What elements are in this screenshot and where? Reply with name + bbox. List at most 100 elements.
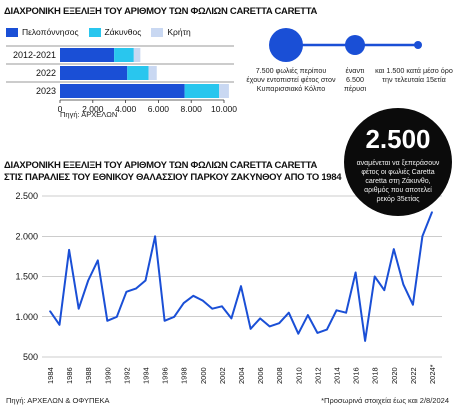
x-tick-label: 1998	[180, 367, 189, 384]
y-tick-label: 500	[23, 352, 38, 362]
infographic-label-2: έναντι 6.500 πέρυσι	[343, 66, 367, 93]
data-point	[354, 271, 357, 274]
bar-chart-title: ΔΙΑΧΡΟΝΙΚΗ ΕΞΕΛΙΞΗ ΤΟΥ ΑΡΙΘΜΟΥ ΤΩΝ ΦΩΛΙΩ…	[4, 6, 318, 17]
data-point	[163, 319, 166, 322]
x-tick-label: 1996	[161, 367, 170, 384]
data-point	[202, 299, 204, 302]
data-point	[412, 303, 414, 306]
x-tick-label: 2020	[390, 367, 399, 384]
data-point	[421, 235, 424, 238]
bar-x-tick-label: 6.000	[148, 104, 170, 114]
data-point	[230, 317, 233, 320]
bar-chart-legend: Πελοπόννησος Ζάκυνθος Κρήτη	[6, 27, 201, 37]
bar-x-tick-label: 2.000	[82, 104, 104, 114]
legend-swatch	[88, 27, 101, 37]
data-point	[383, 289, 386, 291]
line-chart-note: *Προσωρινά στοιχεία έως και 2/8/2024	[321, 396, 449, 405]
x-tick-label: 2010	[294, 367, 303, 384]
line-chart: 500 1.000 1.500 2.000 2.500 1984 1986 1988 1990 1…	[15, 191, 442, 384]
data-point	[268, 325, 271, 328]
data-point	[106, 319, 109, 322]
bar-category-label: 2022	[36, 68, 56, 78]
data-point	[221, 305, 223, 308]
bar-x-tick-label: 4.000	[115, 104, 137, 114]
x-tick-label: 2006	[256, 367, 265, 384]
x-tick-label: 2008	[275, 367, 284, 384]
bar-segment	[133, 48, 141, 62]
bar-x-tick-label: 0	[58, 104, 63, 114]
bar-segment	[114, 48, 134, 62]
x-tick-label: 2012	[313, 367, 322, 384]
data-point	[240, 285, 242, 287]
x-tick-label: 1994	[142, 367, 151, 384]
bar-chart-source: Πηγή: ΑΡΧΕΛΩΝ	[60, 110, 118, 119]
data-point	[173, 315, 175, 318]
data-point	[116, 315, 118, 318]
legend-label: Πελοπόννησος	[22, 27, 79, 37]
x-tick-label: 1988	[84, 367, 93, 384]
bar-segment	[60, 66, 128, 80]
y-tick-label: 1.500	[15, 272, 38, 282]
x-tick-label: 1990	[103, 367, 112, 384]
data-point	[211, 307, 214, 310]
bar-category-label: 2012-2021	[13, 50, 56, 60]
infographic-label-1: 7.500 φωλιές περίπου έχουν εντοπιστεί φέ…	[246, 66, 336, 93]
data-point	[278, 322, 281, 324]
data-point	[96, 259, 99, 262]
x-tick-label: 1986	[65, 367, 74, 384]
x-tick-label: 2014	[333, 367, 342, 384]
bar-x-tick-label: 8.000	[181, 104, 203, 114]
data-point	[249, 328, 252, 330]
line-chart-title-line-2: ΣΤΙΣ ΠΑΡΑΛΙΕΣ ΤΟΥ ΕΘΝΙΚΟΥ ΘΑΛΑΣΣΙΟΥ ΠΑΡΚ…	[4, 172, 342, 183]
data-point	[316, 332, 319, 334]
circle-medium-icon	[345, 35, 365, 55]
bar-segment	[148, 66, 157, 80]
x-tick-label: 2002	[218, 367, 227, 384]
y-tick-label: 1.000	[15, 312, 38, 322]
x-tick-label: 2016	[352, 367, 361, 384]
data-point	[307, 314, 309, 316]
bar-segment	[219, 84, 229, 98]
x-tick-label: 2000	[199, 367, 208, 384]
bar-segment	[60, 48, 115, 62]
record-badge: 2.500 αναμένεται να ξεπεράσουν φέτος οι …	[344, 108, 452, 216]
data-point	[326, 328, 328, 331]
infographic-label-3: και 1.500 κατά μέσο όρο την τελευταία 15…	[375, 66, 453, 84]
circle-large-icon	[269, 28, 303, 62]
x-tick-label: 2018	[371, 367, 380, 384]
data-point	[335, 309, 338, 312]
x-tick-label: 2004	[237, 367, 246, 384]
bar-segment	[60, 84, 185, 98]
bar-segment	[184, 84, 220, 98]
x-tick-label: 2024*	[428, 364, 437, 384]
data-point	[58, 324, 61, 326]
line-chart-source: Πηγή: ΑΡΧΕΛΩΝ & ΟΦΥΠΕΚΑ	[6, 396, 110, 405]
data-point	[135, 287, 137, 290]
legend-item-peloponnese: Πελοπόννησος	[6, 27, 79, 37]
data-point	[77, 307, 80, 310]
x-tick-label: 2022	[409, 367, 418, 384]
legend-label: Ζάκυνθος	[104, 27, 142, 37]
bar-x-tick-label: 10.000	[211, 104, 237, 114]
legend-item-crete: Κρήτη	[151, 27, 191, 37]
y-tick-label: 2.500	[15, 191, 38, 201]
legend-label: Κρήτη	[167, 27, 191, 37]
data-point	[402, 283, 405, 286]
data-point	[287, 311, 290, 314]
data-point	[68, 249, 70, 251]
data-point	[259, 317, 261, 320]
data-point	[373, 275, 376, 278]
x-tick-label: 1984	[46, 367, 55, 384]
data-point	[182, 302, 185, 304]
bar-category-label: 2023	[36, 86, 56, 96]
badge-text: αναμένεται να ξεπεράσουν φέτος οι φωλιές…	[356, 160, 440, 203]
legend-swatch	[151, 27, 164, 37]
data-point	[192, 295, 195, 297]
data-point	[49, 310, 51, 312]
y-tick-label: 2.000	[15, 231, 38, 241]
data-point	[87, 279, 89, 282]
data-point	[154, 235, 156, 238]
data-point	[144, 279, 147, 282]
